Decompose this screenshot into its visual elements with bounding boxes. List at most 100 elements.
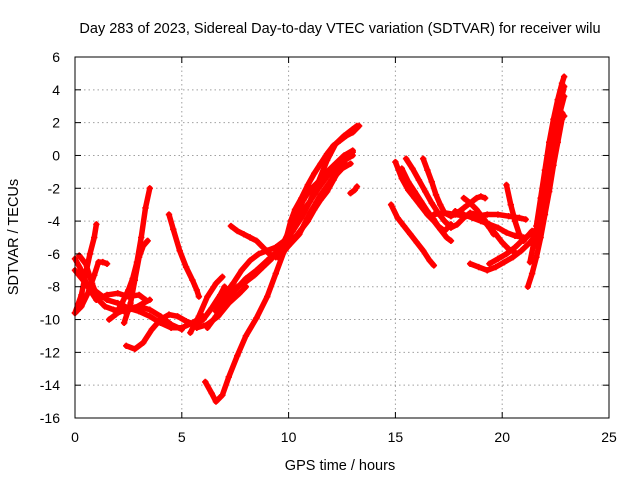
data-point: [477, 193, 485, 200]
data-point: [114, 309, 121, 317]
data-series: [71, 73, 568, 405]
data-point: [520, 237, 527, 244]
data-point: [330, 142, 337, 149]
data-point: [466, 199, 474, 207]
data-point: [225, 291, 232, 299]
data-point: [533, 222, 540, 230]
data-point: [174, 313, 181, 320]
data-point: [560, 73, 568, 80]
data-point: [387, 201, 395, 208]
y-tick-label: -4: [48, 213, 61, 229]
data-point: [400, 222, 408, 230]
data-point: [315, 178, 322, 185]
data-point: [266, 250, 273, 258]
data-point: [234, 352, 241, 359]
data-point: [238, 267, 245, 274]
data-point: [251, 272, 258, 279]
data-point: [533, 253, 540, 261]
data-point: [193, 286, 200, 294]
data-point: [486, 222, 493, 230]
data-point: [135, 303, 143, 310]
data-point: [550, 116, 557, 123]
data-point: [298, 226, 305, 233]
x-tick-label: 20: [494, 429, 510, 445]
data-point: [413, 239, 420, 246]
data-point: [503, 181, 510, 189]
data-point: [347, 160, 354, 167]
y-axis-label: SDTVAR / TECUs: [6, 179, 22, 295]
data-point: [176, 247, 183, 254]
data-point: [278, 244, 286, 251]
data-point: [157, 313, 164, 320]
data-point: [298, 214, 305, 222]
data-point: [304, 181, 312, 189]
data-point: [447, 237, 455, 244]
data-point: [234, 283, 241, 290]
data-point: [526, 258, 534, 266]
data-point: [347, 189, 354, 197]
data-point: [131, 276, 139, 284]
data-point: [306, 198, 314, 205]
data-point: [441, 209, 448, 217]
data-point: [428, 178, 435, 185]
data-point: [434, 222, 442, 230]
x-tick-label: 15: [388, 429, 404, 445]
data-point: [317, 160, 324, 167]
data-point: [138, 234, 145, 241]
data-point: [473, 194, 480, 202]
data-point: [204, 324, 211, 331]
data-point: [516, 214, 523, 222]
data-point: [146, 185, 153, 192]
data-point: [398, 165, 406, 172]
data-point: [317, 196, 324, 203]
data-point: [91, 234, 98, 241]
data-point: [146, 296, 153, 304]
x-tick-label: 25: [601, 429, 617, 445]
data-point: [558, 80, 566, 87]
data-point: [492, 263, 499, 271]
data-point: [323, 150, 331, 158]
data-point: [212, 280, 220, 287]
data-point: [212, 398, 220, 405]
data-point: [311, 206, 318, 213]
data-point: [148, 326, 156, 333]
data-point: [304, 217, 312, 225]
data-point: [332, 160, 339, 167]
data-point: [518, 247, 525, 254]
data-point: [460, 204, 467, 212]
y-tick-label: 2: [52, 115, 60, 131]
data-point: [323, 188, 331, 195]
data-point: [204, 293, 211, 300]
data-point: [182, 263, 190, 271]
data-point: [484, 211, 491, 218]
data-point: [560, 112, 568, 120]
data-point: [351, 186, 359, 194]
data-point: [285, 242, 292, 249]
data-point: [460, 194, 467, 202]
data-point: [208, 304, 215, 312]
data-point: [86, 250, 94, 258]
plot-frame: [74, 56, 610, 419]
data-point: [225, 373, 232, 381]
data-point: [428, 199, 435, 207]
data-point: [486, 260, 493, 267]
data-point: [187, 329, 194, 336]
data-point: [505, 212, 512, 220]
data-point: [422, 188, 429, 195]
data-point: [355, 122, 363, 130]
data-point: [131, 345, 139, 353]
data-point: [259, 263, 267, 271]
data-point: [454, 221, 461, 228]
data-point: [140, 242, 147, 249]
data-point: [93, 221, 100, 228]
data-point: [311, 170, 318, 177]
data-point: [101, 303, 109, 310]
y-tick-label: -6: [48, 246, 61, 262]
data-point: [78, 291, 85, 299]
data-point: [452, 208, 459, 215]
data-point: [441, 227, 448, 235]
data-point: [554, 96, 561, 103]
data-point: [484, 267, 491, 274]
data-point: [291, 206, 299, 213]
